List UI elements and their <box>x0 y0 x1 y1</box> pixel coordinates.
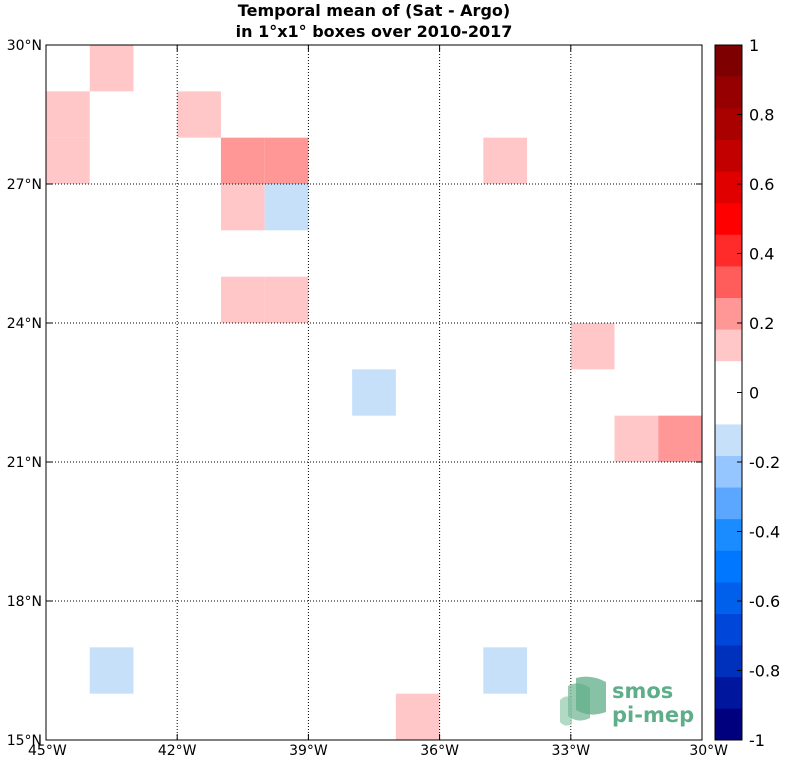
colorbar-tick-label: 0 <box>749 384 759 403</box>
colorbar-segment <box>715 360 742 393</box>
colorbar-segment <box>715 613 742 646</box>
colorbar-segment <box>715 550 742 583</box>
data-box <box>177 91 221 138</box>
data-box <box>264 276 309 323</box>
colorbar-segment <box>715 108 742 141</box>
data-box <box>264 184 309 231</box>
data-box <box>264 137 309 184</box>
colorbar-segment <box>715 645 742 678</box>
data-box <box>483 137 528 184</box>
chart-title: Temporal mean of (Sat - Argo) in 1°x1° b… <box>46 0 702 42</box>
colorbar: 1 0.8 0.6 0.4 0.2 0 -0.2 -0.4 -0.6 -0.8 -1 <box>714 36 780 750</box>
colorbar-segment <box>715 297 742 330</box>
y-tick-label: 30°N <box>7 38 42 54</box>
colorbar-segment <box>715 202 742 235</box>
logo-text-pi-mep: pi-mep <box>612 703 694 727</box>
data-box <box>352 369 396 416</box>
logo-text-smos: smos <box>612 679 673 703</box>
x-tick-label: 33°W <box>551 743 590 759</box>
smos-pi-mep-logo: smos pi-mep <box>560 676 694 727</box>
colorbar-segment <box>715 392 742 425</box>
data-box <box>614 415 659 462</box>
y-tick-label: 15°N <box>7 733 42 749</box>
data-box <box>658 415 702 462</box>
logo-icon <box>560 676 606 726</box>
data-box <box>395 693 440 740</box>
colorbar-tick-label: -1 <box>749 731 765 750</box>
y-tick-label: 24°N <box>7 316 42 332</box>
colorbar-segment <box>715 582 742 614</box>
grid-lines <box>46 45 702 740</box>
colorbar-segment <box>715 487 742 520</box>
data-box <box>220 276 265 323</box>
data-box <box>89 647 134 694</box>
data-box <box>220 184 265 231</box>
colorbar-segment <box>715 266 742 299</box>
x-tick-label: 30°W <box>689 743 728 759</box>
colorbar-tick-label: 0.4 <box>749 245 774 264</box>
colorbar-tick-label: 0.6 <box>749 175 774 194</box>
data-box <box>46 91 90 138</box>
colorbar-segment <box>715 234 742 267</box>
colorbar-tick-label: 0.2 <box>749 314 774 333</box>
colorbar-segment <box>715 171 742 204</box>
y-tick-label: 21°N <box>7 455 42 471</box>
data-box <box>220 137 265 184</box>
x-tick-label: 45°W <box>28 743 67 759</box>
colorbar-tick-label: 1 <box>749 36 759 55</box>
data-boxes <box>46 45 702 740</box>
colorbar-tick-label: -0.8 <box>749 662 780 681</box>
x-tick-label: 39°W <box>289 743 328 759</box>
colorbar-tick-label: -0.4 <box>749 523 780 542</box>
x-tick-label: 36°W <box>420 743 459 759</box>
colorbar-segment <box>715 76 742 109</box>
map-frame <box>45 44 703 741</box>
colorbar-segment <box>715 45 742 77</box>
axis-ticks: 45°W 42°W 39°W 36°W 33°W 30°W 30°N 27°N 24°N 21°N… <box>7 38 728 759</box>
colorbar-segment <box>715 139 742 172</box>
data-box <box>570 323 615 370</box>
chart-title-line1: Temporal mean of (Sat - Argo) <box>237 1 511 20</box>
colorbar-segment <box>715 455 742 488</box>
colorbar-tick-label: -0.6 <box>749 592 780 611</box>
colorbar-tick-label: 0.8 <box>749 106 774 125</box>
data-box <box>89 45 134 92</box>
data-box <box>483 647 528 694</box>
y-tick-label: 18°N <box>7 594 42 610</box>
colorbar-segment <box>715 676 742 709</box>
colorbar-tick-label: -0.2 <box>749 453 780 472</box>
colorbar-segment <box>715 329 742 362</box>
x-tick-label: 42°W <box>158 743 197 759</box>
colorbar-segment <box>715 708 742 741</box>
chart-title-line2: in 1°x1° boxes over 2010-2017 <box>235 22 513 41</box>
colorbar-segment <box>715 424 742 456</box>
data-box <box>46 137 90 184</box>
colorbar-segment <box>715 518 742 551</box>
y-tick-label: 27°N <box>7 177 42 193</box>
